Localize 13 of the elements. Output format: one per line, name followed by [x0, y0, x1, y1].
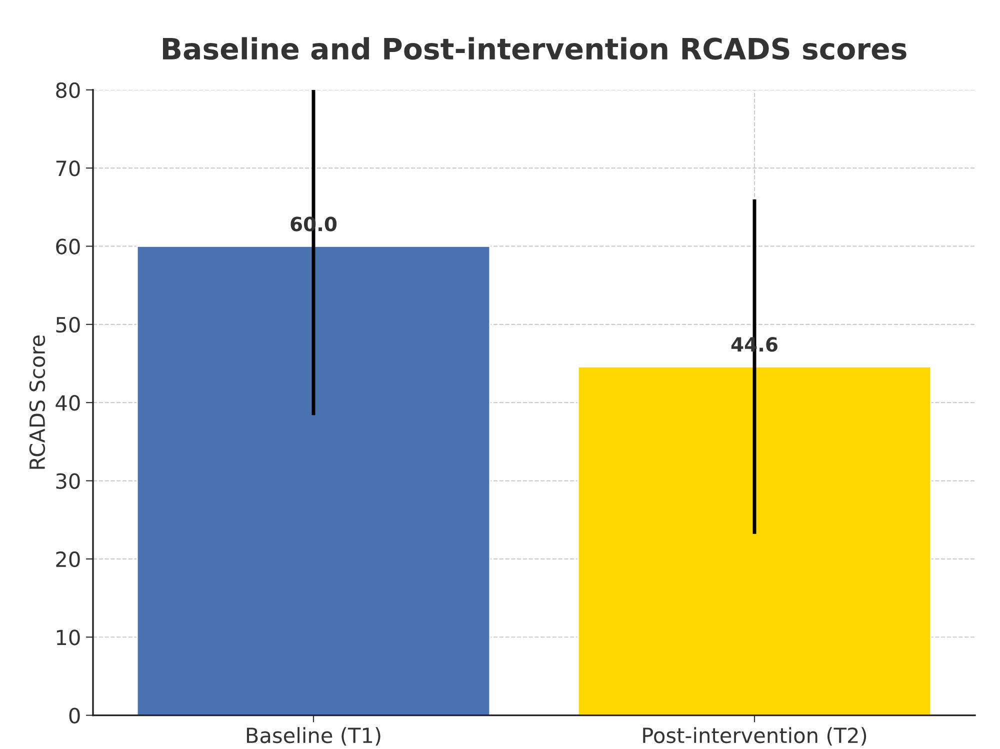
- x-tick-label: Baseline (T1): [246, 727, 380, 746]
- chart-title: Baseline and Post-intervention RCADS scores: [162, 37, 906, 60]
- y-tick-label: 30: [56, 473, 80, 489]
- y-tick-label: 50: [56, 316, 80, 333]
- y-tick-label: 10: [56, 630, 80, 646]
- y-tick-label: 60: [56, 238, 80, 254]
- x-tick-label: Post-intervention (T2): [643, 727, 866, 746]
- y-tick-label: 20: [56, 551, 80, 568]
- y-tick-label: 40: [56, 395, 80, 411]
- y-tick-label: 0: [69, 708, 80, 724]
- y-tick-label: 80: [56, 82, 80, 98]
- y-axis-title: RCADS Score: [29, 335, 46, 469]
- y-tick-label: 70: [56, 160, 80, 176]
